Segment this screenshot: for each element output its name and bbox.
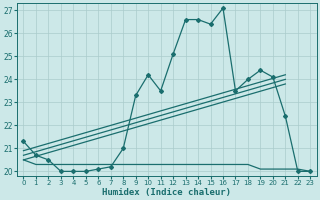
X-axis label: Humidex (Indice chaleur): Humidex (Indice chaleur) <box>102 188 231 197</box>
